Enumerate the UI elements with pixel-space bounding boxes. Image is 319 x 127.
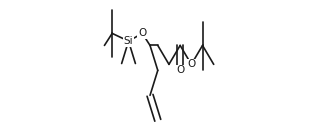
Text: Si: Si [124, 36, 133, 46]
Text: O: O [176, 65, 184, 75]
Text: O: O [187, 59, 196, 69]
Text: O: O [138, 28, 146, 38]
